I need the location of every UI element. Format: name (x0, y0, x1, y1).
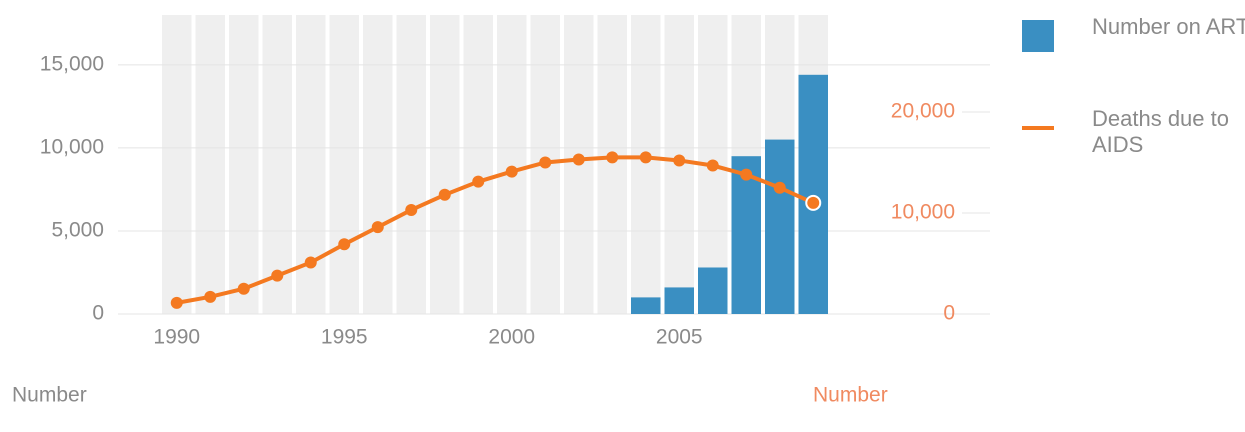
line-point (572, 153, 585, 166)
year-column (195, 15, 225, 314)
line-point (237, 282, 250, 295)
line-point (805, 194, 822, 211)
line-point (740, 168, 753, 181)
line-point (505, 165, 518, 178)
y2-tick-label: 0 (943, 302, 955, 325)
line-point (170, 296, 183, 309)
bar (765, 139, 795, 314)
year-column (497, 15, 527, 314)
year-column (262, 15, 292, 314)
y-tick-label: 10,000 (40, 135, 104, 158)
year-column (363, 15, 393, 314)
line-point (271, 269, 284, 282)
bar (698, 267, 728, 314)
x-tick-label: 2005 (656, 326, 703, 349)
y2-tick-label: 10,000 (891, 201, 955, 224)
year-column (631, 15, 661, 314)
bar (798, 74, 828, 314)
line-point (338, 238, 351, 251)
line-point (673, 154, 686, 167)
line-point (773, 181, 786, 194)
line-point (539, 156, 552, 169)
legend-label: Deaths due to AIDS (1092, 106, 1229, 157)
year-column (396, 15, 426, 314)
year-column (597, 15, 627, 314)
year-column (463, 15, 493, 314)
line-point (438, 188, 451, 201)
line-point (706, 159, 719, 172)
line-point (606, 151, 619, 164)
year-column (329, 15, 359, 314)
bar (664, 287, 694, 314)
x-tick-label: 2000 (488, 326, 535, 349)
line-point (405, 203, 418, 216)
legend-label: Number on ART (1092, 14, 1245, 39)
year-column (229, 15, 259, 314)
x-tick-label: 1995 (321, 326, 368, 349)
year-column (430, 15, 460, 314)
y-tick-label: 15,000 (40, 52, 104, 75)
bar (731, 156, 761, 314)
legend-swatch (1022, 20, 1054, 52)
line-point (371, 221, 384, 234)
year-column (162, 15, 192, 314)
y-tick-label: 5,000 (51, 218, 104, 241)
y2-axis-label: Number (813, 384, 888, 407)
y2-tick-label: 20,000 (891, 100, 955, 123)
line-point (304, 256, 317, 269)
x-tick-label: 1990 (153, 326, 200, 349)
line-point (204, 290, 217, 303)
bar (631, 297, 661, 314)
line-point (472, 175, 485, 188)
year-column (296, 15, 326, 314)
y-tick-label: 0 (92, 302, 104, 325)
y-axis-label: Number (12, 384, 87, 407)
line-point (639, 151, 652, 164)
